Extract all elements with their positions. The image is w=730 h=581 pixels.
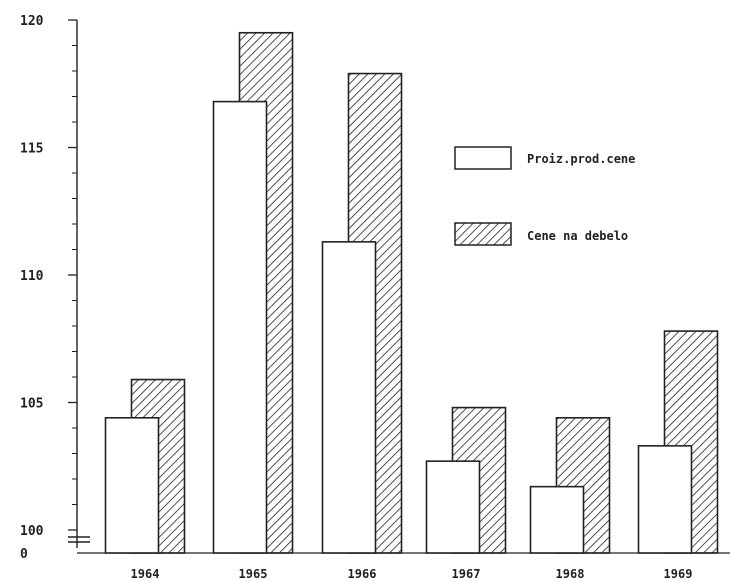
legend-swatch-cene-na-debelo — [454, 222, 512, 246]
bar-proiz-prod-cene-1965 — [212, 100, 268, 554]
axis-break-mark — [68, 536, 90, 543]
bar-proiz-prod-cene-1964 — [104, 416, 160, 554]
x-tick-label: 1964 — [131, 567, 160, 581]
x-tick-label: 1965 — [239, 567, 268, 581]
legend: Proiz.prod.cene Cene na debelo — [454, 146, 635, 246]
bar-proiz-prod-cene-1968 — [529, 485, 585, 554]
bar-proiz-prod-cene-1966 — [321, 241, 377, 554]
x-tick-label: 1969 — [664, 567, 693, 581]
y-tick-label: 105 — [20, 397, 43, 412]
y-tick-label: 100 — [20, 524, 44, 539]
bar-proiz-prod-cene-1969 — [637, 445, 693, 554]
x-tick-label: 1967 — [452, 567, 481, 581]
x-tick-label: 1968 — [556, 567, 585, 581]
y-tick-label: 0 — [20, 547, 28, 562]
y-tick-label: 110 — [20, 269, 44, 284]
bar-proiz-prod-cene-1967 — [425, 460, 481, 554]
legend-label-cene-na-debelo: Cene na debelo — [527, 229, 628, 243]
legend-swatch-proiz-prod-cene — [454, 146, 512, 170]
x-tick-label: 1966 — [348, 567, 377, 581]
y-tick-label: 120 — [20, 14, 44, 29]
y-tick-label: 115 — [20, 142, 43, 157]
legend-label-proiz-prod-cene: Proiz.prod.cene — [527, 152, 635, 166]
